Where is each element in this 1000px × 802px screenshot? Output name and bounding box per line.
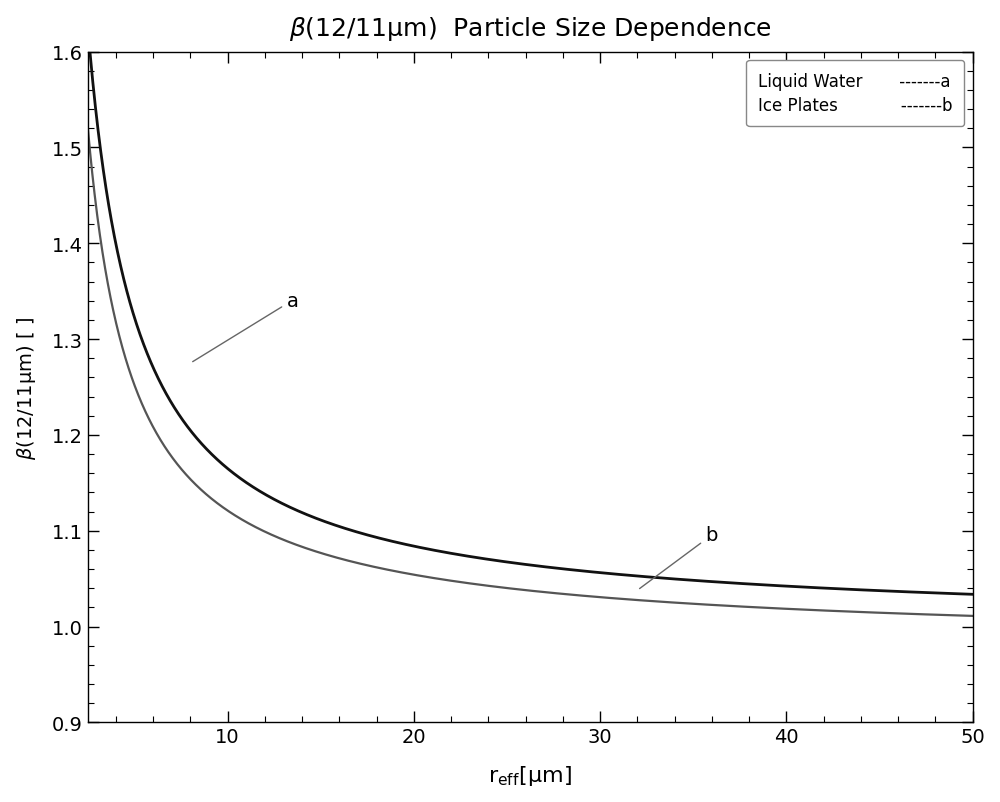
Liquid Water <box>779 581 791 591</box>
Ice Plates <box>941 610 953 620</box>
Text: a: a <box>193 291 299 363</box>
Liquid Water <box>127 309 139 318</box>
Ice Plates <box>779 604 791 614</box>
Ice Plates <box>82 124 94 134</box>
Ice Plates <box>127 377 139 387</box>
Liquid Water <box>967 589 979 599</box>
Title: $\beta$(12/11μm)  Particle Size Dependence: $\beta$(12/11μm) Particle Size Dependenc… <box>289 15 772 43</box>
Ice Plates <box>489 582 501 592</box>
Ice Plates <box>941 610 953 620</box>
Ice Plates <box>512 585 524 594</box>
Liquid Water <box>941 589 953 598</box>
Y-axis label: $\beta$(12/11μm) [ ]: $\beta$(12/11μm) [ ] <box>15 316 38 459</box>
Text: b: b <box>640 526 718 589</box>
Line: Ice Plates: Ice Plates <box>88 129 973 616</box>
Line: Liquid Water: Liquid Water <box>88 29 973 594</box>
Liquid Water <box>82 24 94 34</box>
Liquid Water <box>489 556 501 565</box>
X-axis label: r$_{\mathregular{eff}}$[μm]: r$_{\mathregular{eff}}$[μm] <box>488 763 572 787</box>
Liquid Water <box>512 559 524 569</box>
Liquid Water <box>941 589 953 598</box>
Legend: Liquid Water       -------a, Ice Plates            -------b: Liquid Water -------a, Ice Plates ------… <box>746 61 964 127</box>
Ice Plates <box>967 611 979 621</box>
